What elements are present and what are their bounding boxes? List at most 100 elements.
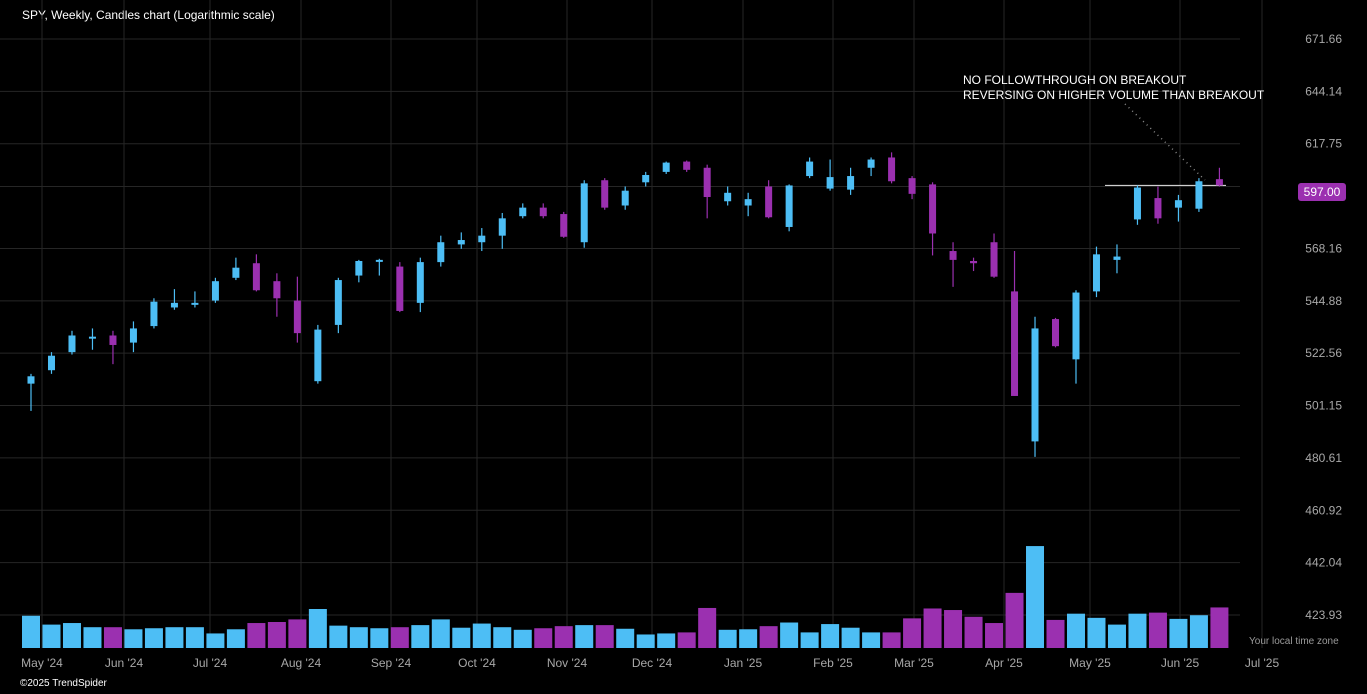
- candle[interactable]: [785, 184, 793, 232]
- candle[interactable]: [949, 242, 957, 287]
- candle-body: [170, 302, 178, 308]
- candle-body: [785, 185, 793, 227]
- candle[interactable]: [170, 289, 178, 310]
- candle[interactable]: [375, 258, 383, 276]
- candle[interactable]: [990, 233, 998, 278]
- candle-body: [867, 159, 875, 168]
- candle[interactable]: [27, 373, 35, 411]
- volume-bar: [124, 629, 143, 648]
- annotation-line-1: NO FOLLOWTHROUGH ON BREAKOUT: [963, 73, 1187, 87]
- candle[interactable]: [1072, 290, 1080, 384]
- candle[interactable]: [191, 291, 199, 308]
- time-axis[interactable]: May '24 Jun '24 Jul '24 Aug '24 Sep '24 Oct '…: [21, 656, 1279, 670]
- candle[interactable]: [826, 159, 834, 191]
- candle[interactable]: [252, 254, 260, 292]
- volume-bar: [657, 633, 676, 648]
- candle[interactable]: [396, 262, 404, 313]
- candle[interactable]: [601, 178, 609, 210]
- candle-body: [683, 161, 691, 170]
- candle[interactable]: [847, 167, 855, 195]
- candle[interactable]: [765, 180, 773, 219]
- candle[interactable]: [539, 203, 547, 219]
- volume-bar: [636, 634, 655, 648]
- candle[interactable]: [724, 186, 732, 206]
- candle[interactable]: [744, 192, 752, 217]
- candle-body: [580, 183, 588, 243]
- y-tick-label: 480.61: [1305, 451, 1342, 465]
- price-axis[interactable]: 671.66 644.14 617.75 568.16 544.88 522.56 501.…: [1305, 32, 1342, 622]
- candle[interactable]: [498, 212, 506, 249]
- candle[interactable]: [109, 330, 117, 365]
- candle[interactable]: [662, 161, 670, 174]
- candle[interactable]: [703, 164, 711, 219]
- y-tick-label: 644.14: [1305, 84, 1342, 98]
- candle[interactable]: [293, 276, 301, 343]
- candle[interactable]: [929, 182, 937, 256]
- x-tick-label: Dec '24: [632, 656, 673, 670]
- candle[interactable]: [129, 321, 137, 353]
- x-tick-label: Jun '25: [1161, 656, 1200, 670]
- candle[interactable]: [1215, 167, 1223, 187]
- y-tick-label: 460.92: [1305, 503, 1342, 517]
- candle[interactable]: [314, 324, 322, 384]
- candle-body: [416, 262, 424, 303]
- annotation-connector: [1124, 103, 1206, 181]
- volume-bar: [1189, 615, 1208, 648]
- candle[interactable]: [867, 157, 875, 177]
- candle[interactable]: [970, 257, 978, 272]
- volume-bar: [841, 627, 860, 648]
- candle[interactable]: [1052, 317, 1059, 348]
- candle[interactable]: [1133, 185, 1141, 225]
- candle-body: [929, 184, 937, 234]
- candle[interactable]: [519, 203, 527, 219]
- candle[interactable]: [416, 257, 424, 313]
- x-tick-label: Feb '25: [813, 656, 853, 670]
- candle[interactable]: [580, 180, 588, 248]
- candle[interactable]: [334, 277, 342, 334]
- candle[interactable]: [1031, 316, 1039, 457]
- volume-bar: [185, 627, 204, 648]
- candle-body: [375, 259, 383, 262]
- candle[interactable]: [1113, 244, 1121, 274]
- candle[interactable]: [47, 352, 55, 374]
- volume-bar: [903, 618, 922, 648]
- candle[interactable]: [1195, 178, 1203, 212]
- candle[interactable]: [806, 157, 814, 179]
- candles: [27, 152, 1223, 457]
- x-tick-label: Mar '25: [894, 656, 934, 670]
- candle[interactable]: [888, 152, 896, 184]
- candle[interactable]: [211, 277, 219, 303]
- candle[interactable]: [457, 232, 465, 249]
- candle[interactable]: [908, 176, 916, 200]
- candle[interactable]: [1174, 194, 1182, 222]
- candle-body: [1174, 200, 1182, 208]
- candle[interactable]: [1092, 246, 1100, 298]
- candle[interactable]: [232, 257, 240, 281]
- candle[interactable]: [478, 228, 486, 252]
- candle[interactable]: [150, 298, 158, 329]
- candle[interactable]: [1011, 251, 1019, 396]
- volume-bar: [349, 627, 368, 648]
- candle-body: [642, 175, 650, 183]
- candle[interactable]: [683, 160, 691, 172]
- candle-body: [129, 328, 137, 343]
- candle-body: [703, 167, 711, 198]
- x-tick-label: May '24: [21, 656, 63, 670]
- candle[interactable]: [621, 186, 629, 210]
- candle[interactable]: [355, 259, 363, 283]
- timezone-label[interactable]: Your local time zone: [1249, 636, 1339, 647]
- candle[interactable]: [560, 211, 568, 238]
- candle[interactable]: [273, 273, 281, 317]
- candle[interactable]: [437, 235, 445, 267]
- volume-bar: [493, 627, 512, 648]
- volume-bar: [390, 627, 409, 648]
- chart-annotation[interactable]: NO FOLLOWTHROUGH ON BREAKOUT REVERSING O…: [963, 73, 1264, 103]
- candle[interactable]: [642, 171, 650, 187]
- candle[interactable]: [68, 330, 76, 355]
- candle[interactable]: [1154, 186, 1162, 224]
- candle[interactable]: [88, 328, 96, 350]
- volume-bars: [22, 546, 1229, 648]
- candle-body: [47, 355, 55, 371]
- volume-bar: [329, 625, 348, 648]
